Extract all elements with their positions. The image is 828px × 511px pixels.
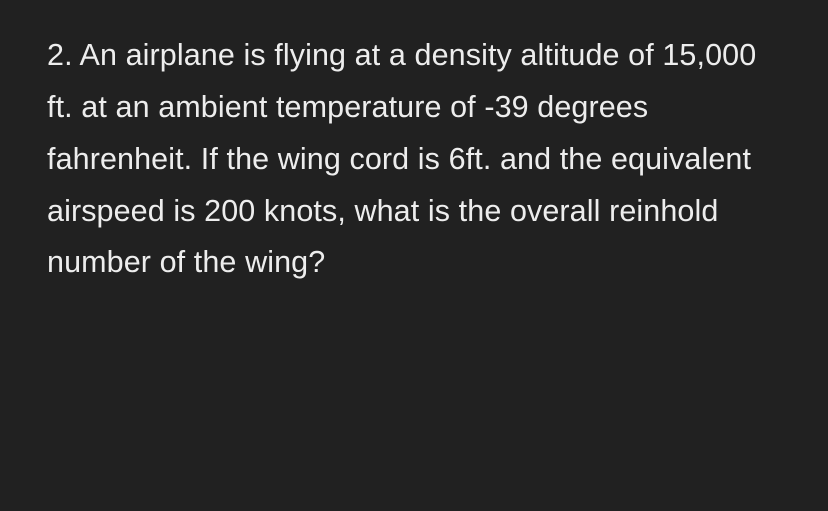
question-text: 2. An airplane is flying at a density al… — [47, 30, 781, 289]
question-container: 2. An airplane is flying at a density al… — [0, 0, 828, 319]
